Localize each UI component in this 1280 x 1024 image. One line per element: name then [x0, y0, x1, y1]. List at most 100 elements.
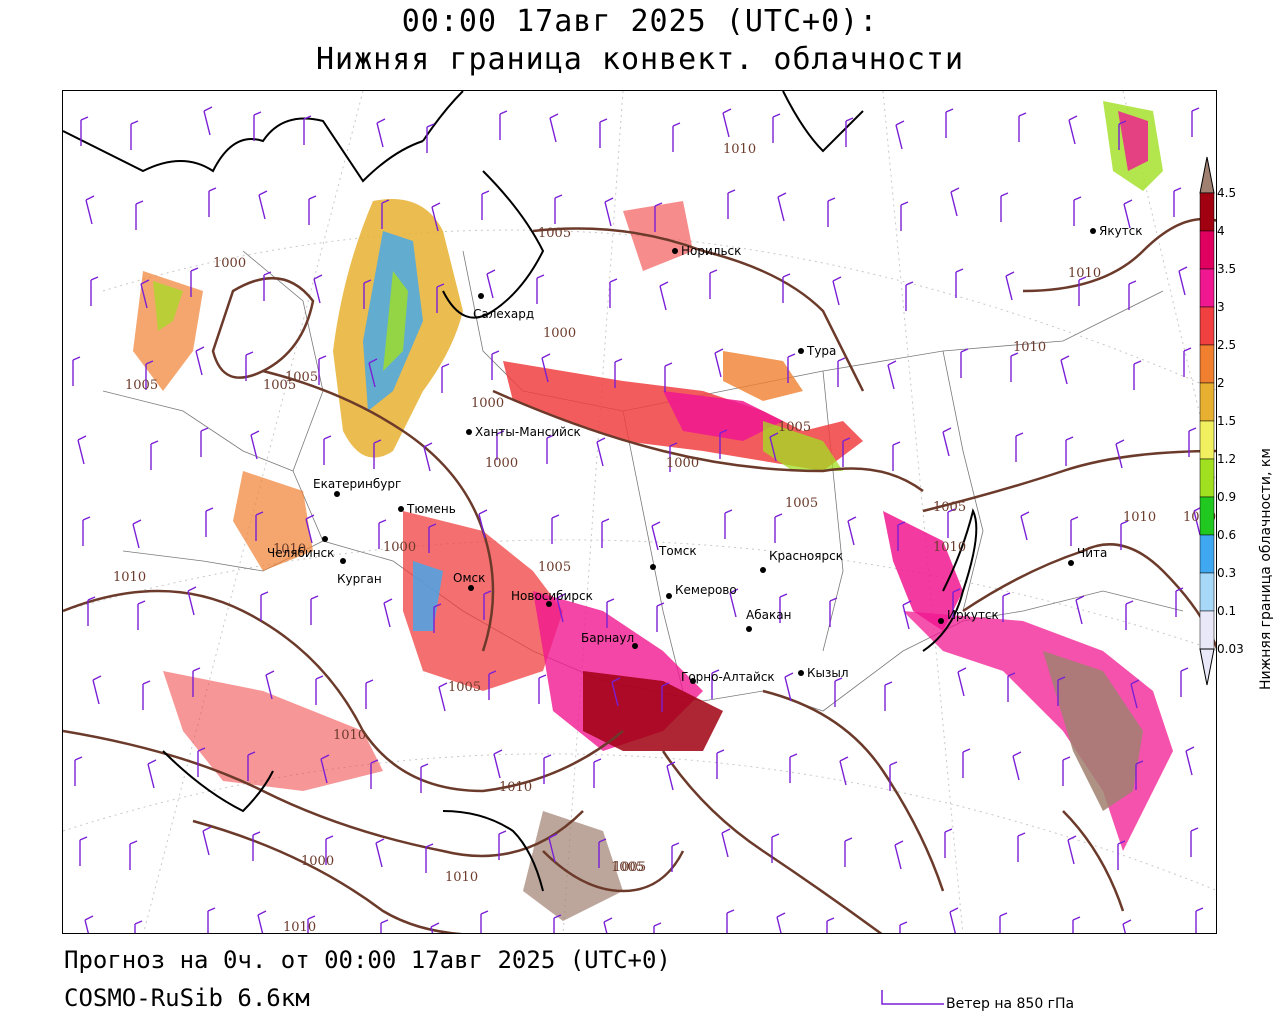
- wind-barb: [436, 283, 445, 313]
- colorbar-swatch: [1199, 382, 1215, 422]
- wind-barb: [659, 281, 669, 311]
- wind-barb: [323, 435, 332, 465]
- wind-barb: [1073, 196, 1082, 226]
- wind-barb: [481, 190, 490, 220]
- wind-barb: [1072, 916, 1081, 933]
- wind-barb: [441, 363, 450, 393]
- wind-barb: [899, 921, 908, 933]
- isobar-label: 1010: [273, 542, 306, 557]
- wind-barb: [132, 519, 142, 549]
- isobar-label: 1010: [1068, 266, 1101, 281]
- city-label: Красноярск: [769, 549, 843, 563]
- wind-barb: [900, 201, 909, 231]
- wind-barb: [483, 590, 492, 620]
- wind-barb: [834, 677, 843, 707]
- wind-barb: [433, 603, 442, 633]
- wind-barb: [776, 912, 786, 933]
- isobars: [63, 217, 1216, 933]
- wind-barb: [604, 197, 614, 227]
- wind-barb: [430, 922, 440, 933]
- wind-barb: [716, 749, 725, 779]
- wind-barb: [1067, 835, 1077, 865]
- wind-barb: [438, 682, 448, 712]
- wind-barb: [140, 279, 150, 309]
- wind-barb: [1133, 360, 1142, 390]
- wind-barb: [1068, 115, 1078, 145]
- wind-barb: [651, 521, 661, 551]
- wind-barb: [666, 761, 676, 791]
- wind-barb: [889, 761, 898, 791]
- wind-barb: [722, 108, 732, 138]
- wind-barb: [84, 915, 94, 933]
- isobar-label: 1000: [383, 540, 416, 555]
- wind-barb: [77, 435, 87, 465]
- wind-barb: [92, 675, 102, 705]
- wind-barb: [1125, 600, 1134, 630]
- city-dot: [666, 593, 672, 599]
- wind-barb: [999, 912, 1008, 933]
- wind-barb: [1115, 439, 1125, 469]
- wind-barb: [1180, 667, 1189, 697]
- wind-barb: [202, 826, 212, 856]
- isobar-label: 1010: [283, 920, 316, 934]
- wind-barb: [671, 842, 680, 872]
- wind-barb: [553, 914, 562, 933]
- wind-barb: [375, 838, 385, 868]
- colorbar-swatch: [1199, 344, 1215, 384]
- map-title-line1: 00:00 17авг 2025 (UTC+0):: [401, 4, 879, 39]
- wind-barb: [1122, 919, 1132, 933]
- wind-barb: [1017, 832, 1026, 862]
- wind-barb: [942, 427, 952, 457]
- wind-barb: [826, 917, 835, 933]
- isobar-label: 1010: [1013, 340, 1046, 355]
- wind-barb: [205, 507, 214, 537]
- wind-barb: [1010, 352, 1019, 382]
- city-label: Омск: [453, 571, 485, 585]
- isobar-label: 1000: [471, 396, 504, 411]
- colorbar-swatch: [1199, 458, 1215, 498]
- wind-barb: [134, 920, 143, 933]
- city-dot: [322, 536, 328, 542]
- colorbar-tick-label: 0.1: [1217, 604, 1236, 618]
- wind-barb: [252, 831, 261, 861]
- city-dot: [746, 626, 752, 632]
- city-label: Челябинск: [267, 546, 334, 560]
- wind-barb: [543, 754, 552, 784]
- wind-barb: [844, 837, 853, 867]
- wind-barb: [82, 516, 91, 546]
- wind-barbs: [72, 106, 1204, 933]
- wind-barb: [488, 670, 497, 700]
- model-info: COSMO-RuSib 6.6км: [64, 984, 310, 1012]
- wind-barb: [955, 268, 964, 298]
- wind-barb: [370, 759, 379, 789]
- colorbar-tick-label: 3: [1217, 300, 1225, 314]
- isobar-label: 1005: [538, 560, 571, 575]
- wind-barb: [606, 598, 615, 628]
- wind-barb: [777, 192, 787, 222]
- map-panel[interactable]: 1010 1005 1000 1010 1010 1005 1000 1005 1005 1000…: [62, 90, 1217, 934]
- wind-barb: [784, 672, 794, 702]
- wind-barb: [653, 922, 662, 933]
- wind-barb: [839, 756, 849, 786]
- wind-barb: [546, 434, 555, 464]
- wind-barb: [709, 269, 718, 299]
- wind-barb: [551, 514, 560, 544]
- isobar-label: 1005: [933, 500, 966, 515]
- wind-barb: [207, 907, 216, 933]
- isobar-label: 1010: [333, 728, 366, 743]
- city-dot: [760, 567, 766, 573]
- colorbar-swatch: [1199, 610, 1215, 650]
- city-dot: [468, 585, 474, 591]
- wind-barb: [895, 120, 905, 150]
- isobar-label: 1010: [499, 780, 532, 795]
- city-markers: Норильск Якутск Салехард Тура Ханты-Мансийск…: [267, 224, 1143, 684]
- isobar-label: 1000: [213, 256, 246, 271]
- wind-barb: [208, 187, 217, 217]
- wind-barb: [714, 348, 724, 378]
- wind-barb: [308, 195, 317, 225]
- wind-barb: [129, 840, 138, 870]
- city-label: Иркутск: [947, 608, 999, 622]
- wind-barb: [957, 667, 967, 697]
- wind-barb: [135, 200, 144, 230]
- city-label: Томск: [658, 544, 697, 558]
